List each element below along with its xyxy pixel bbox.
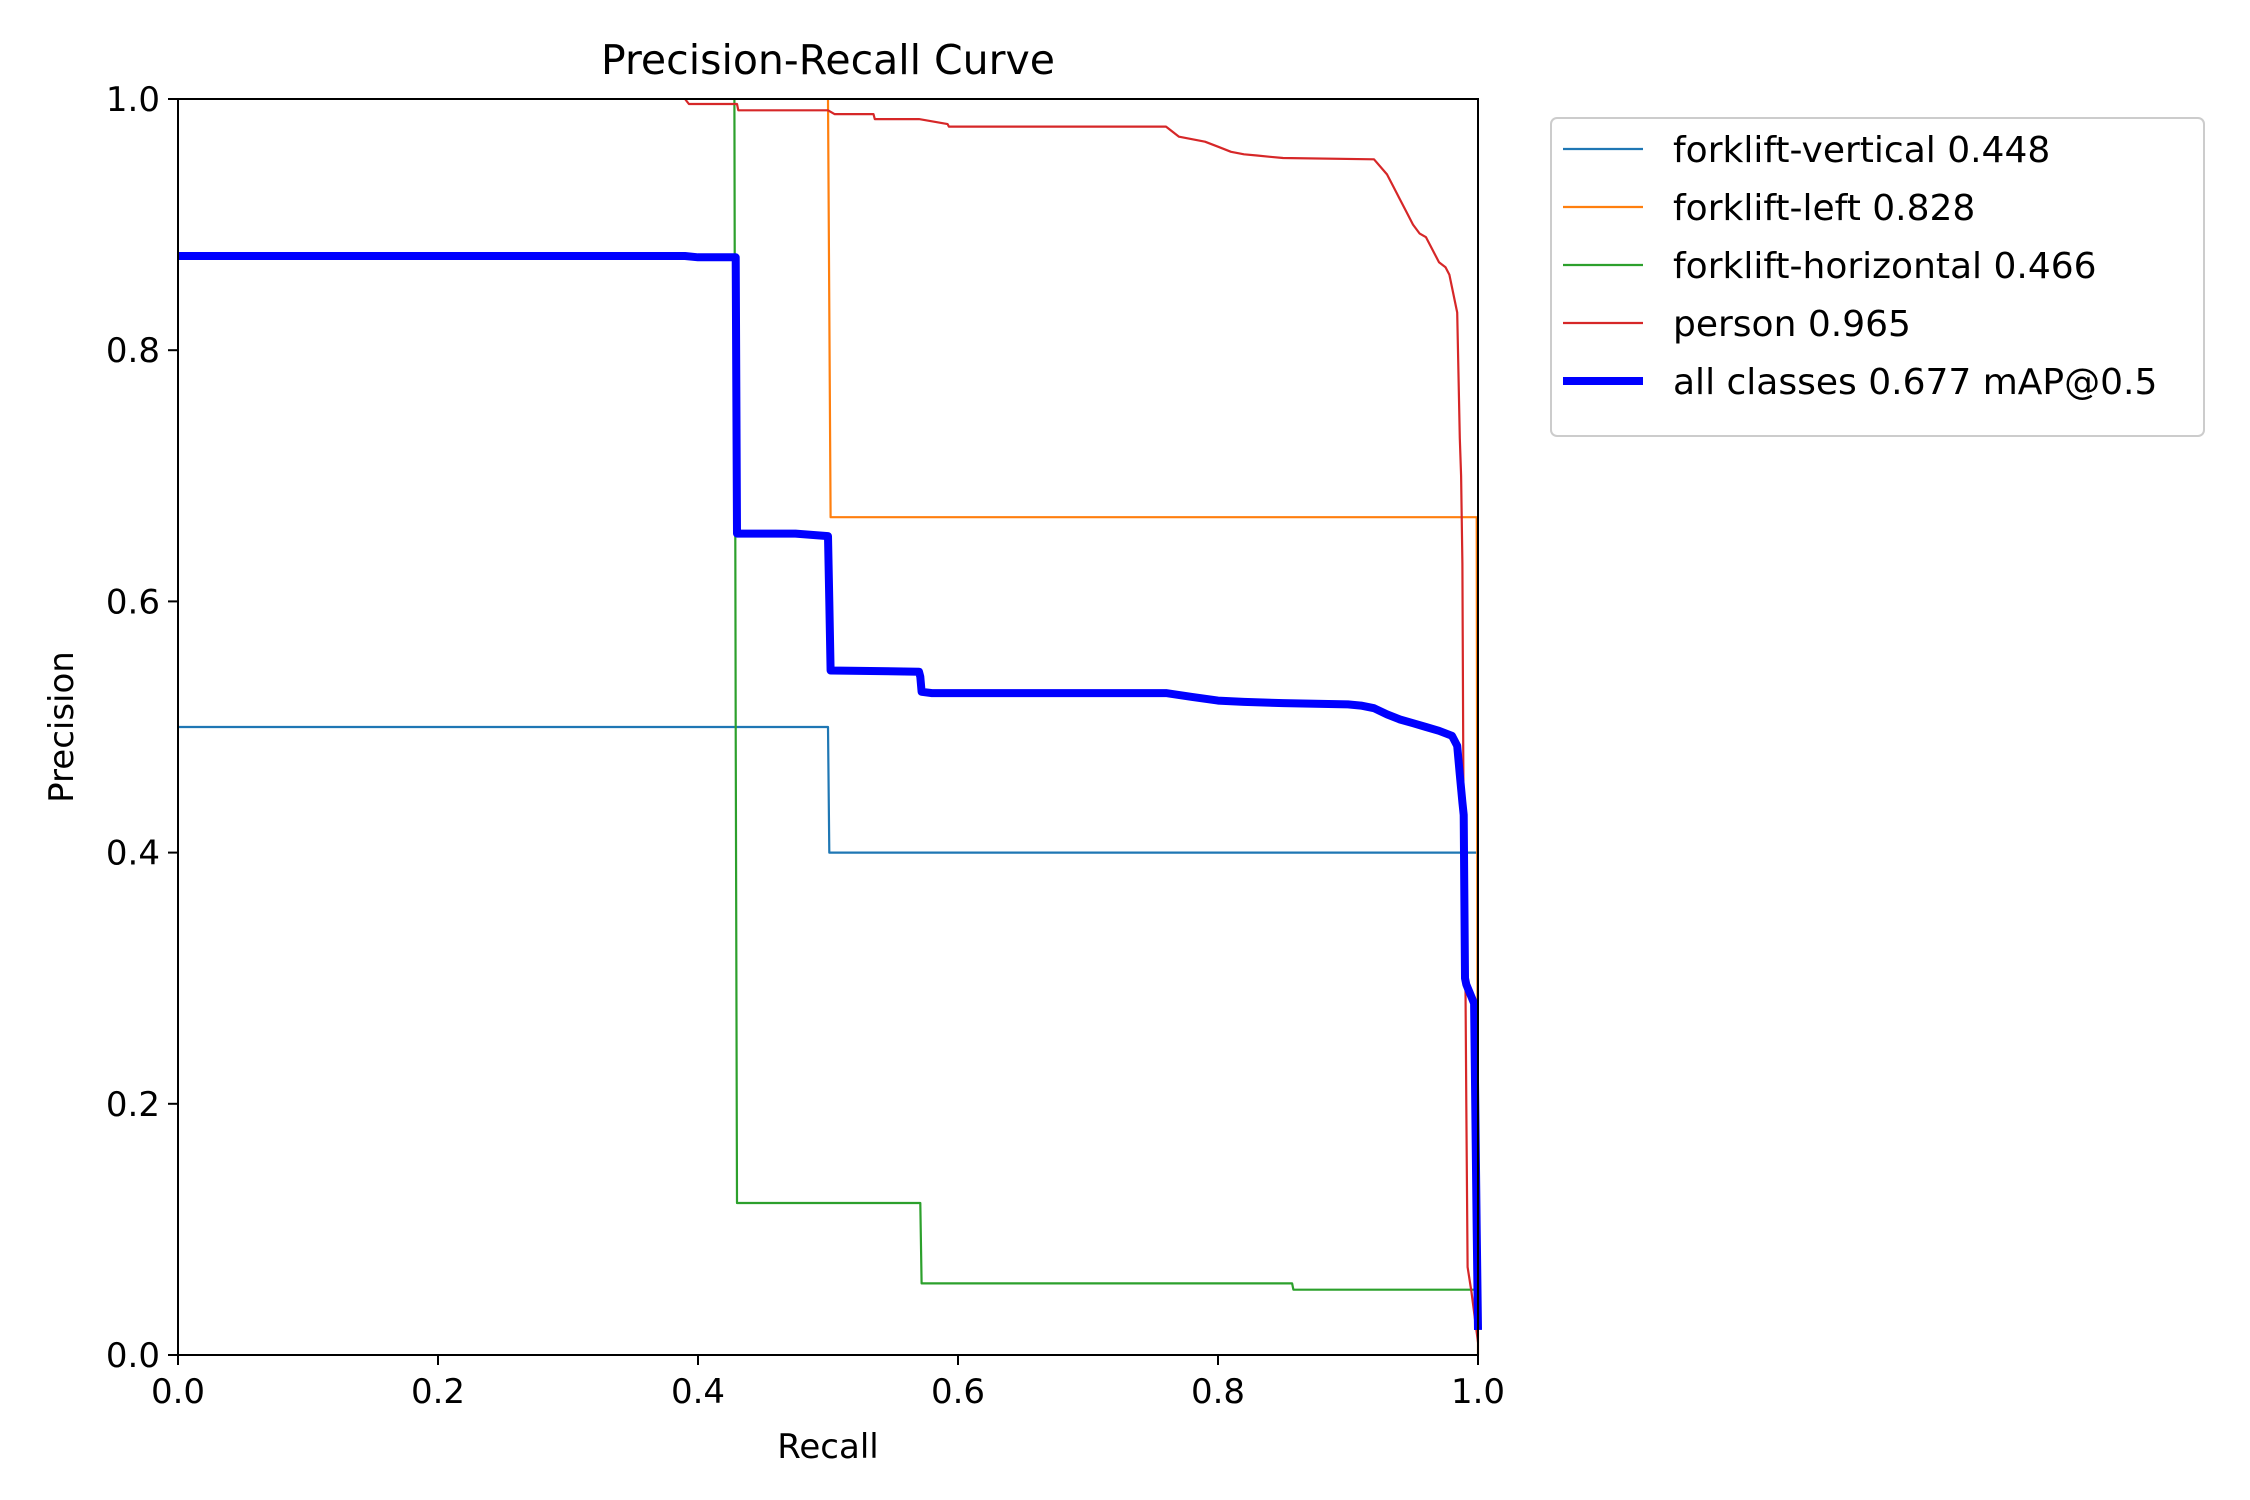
x-tick-label: 1.0 <box>1451 1372 1505 1412</box>
legend-label: all classes 0.677 mAP@0.5 <box>1673 362 2157 403</box>
y-tick-label: 0.2 <box>106 1085 160 1125</box>
y-tick-label: 0.8 <box>106 331 160 371</box>
y-tick-label: 0.4 <box>106 834 160 874</box>
chart-title: Precision-Recall Curve <box>601 36 1055 84</box>
x-tick-label: 0.2 <box>411 1372 465 1412</box>
x-axis-label: Recall <box>777 1427 878 1467</box>
x-axis: 0.0 0.2 0.4 0.6 0.8 1.0 <box>151 1355 1505 1412</box>
legend-box <box>1550 117 2205 437</box>
legend-label: forklift-vertical 0.448 <box>1673 130 2050 171</box>
y-tick-label: 0.0 <box>106 1336 160 1376</box>
legend: forklift-vertical 0.448 forklift-left 0.8… <box>1550 117 2205 437</box>
x-tick-label: 0.0 <box>151 1372 205 1412</box>
x-tick-label: 0.8 <box>1191 1372 1245 1412</box>
series-line-1 <box>178 725 1478 854</box>
legend-label: forklift-left 0.828 <box>1673 188 1975 229</box>
y-tick-label: 0.6 <box>106 582 160 622</box>
series-line-4 <box>684 98 1480 1343</box>
x-tick-label: 0.4 <box>671 1372 725 1412</box>
y-tick-label: 1.0 <box>106 80 160 120</box>
plot-area <box>178 98 1482 1356</box>
axes-frame <box>177 98 1479 1356</box>
x-tick-label: 0.6 <box>931 1372 985 1412</box>
y-axis: 0.0 0.2 0.4 0.6 0.8 1.0 <box>106 80 178 1376</box>
series-line-2 <box>826 98 1480 1356</box>
legend-label: forklift-horizontal 0.466 <box>1673 246 2097 287</box>
series-line-3 <box>733 98 1478 1291</box>
y-axis-label: Precision <box>42 651 82 803</box>
series-line-5 <box>178 252 1482 1330</box>
legend-label: person 0.965 <box>1673 304 1911 345</box>
